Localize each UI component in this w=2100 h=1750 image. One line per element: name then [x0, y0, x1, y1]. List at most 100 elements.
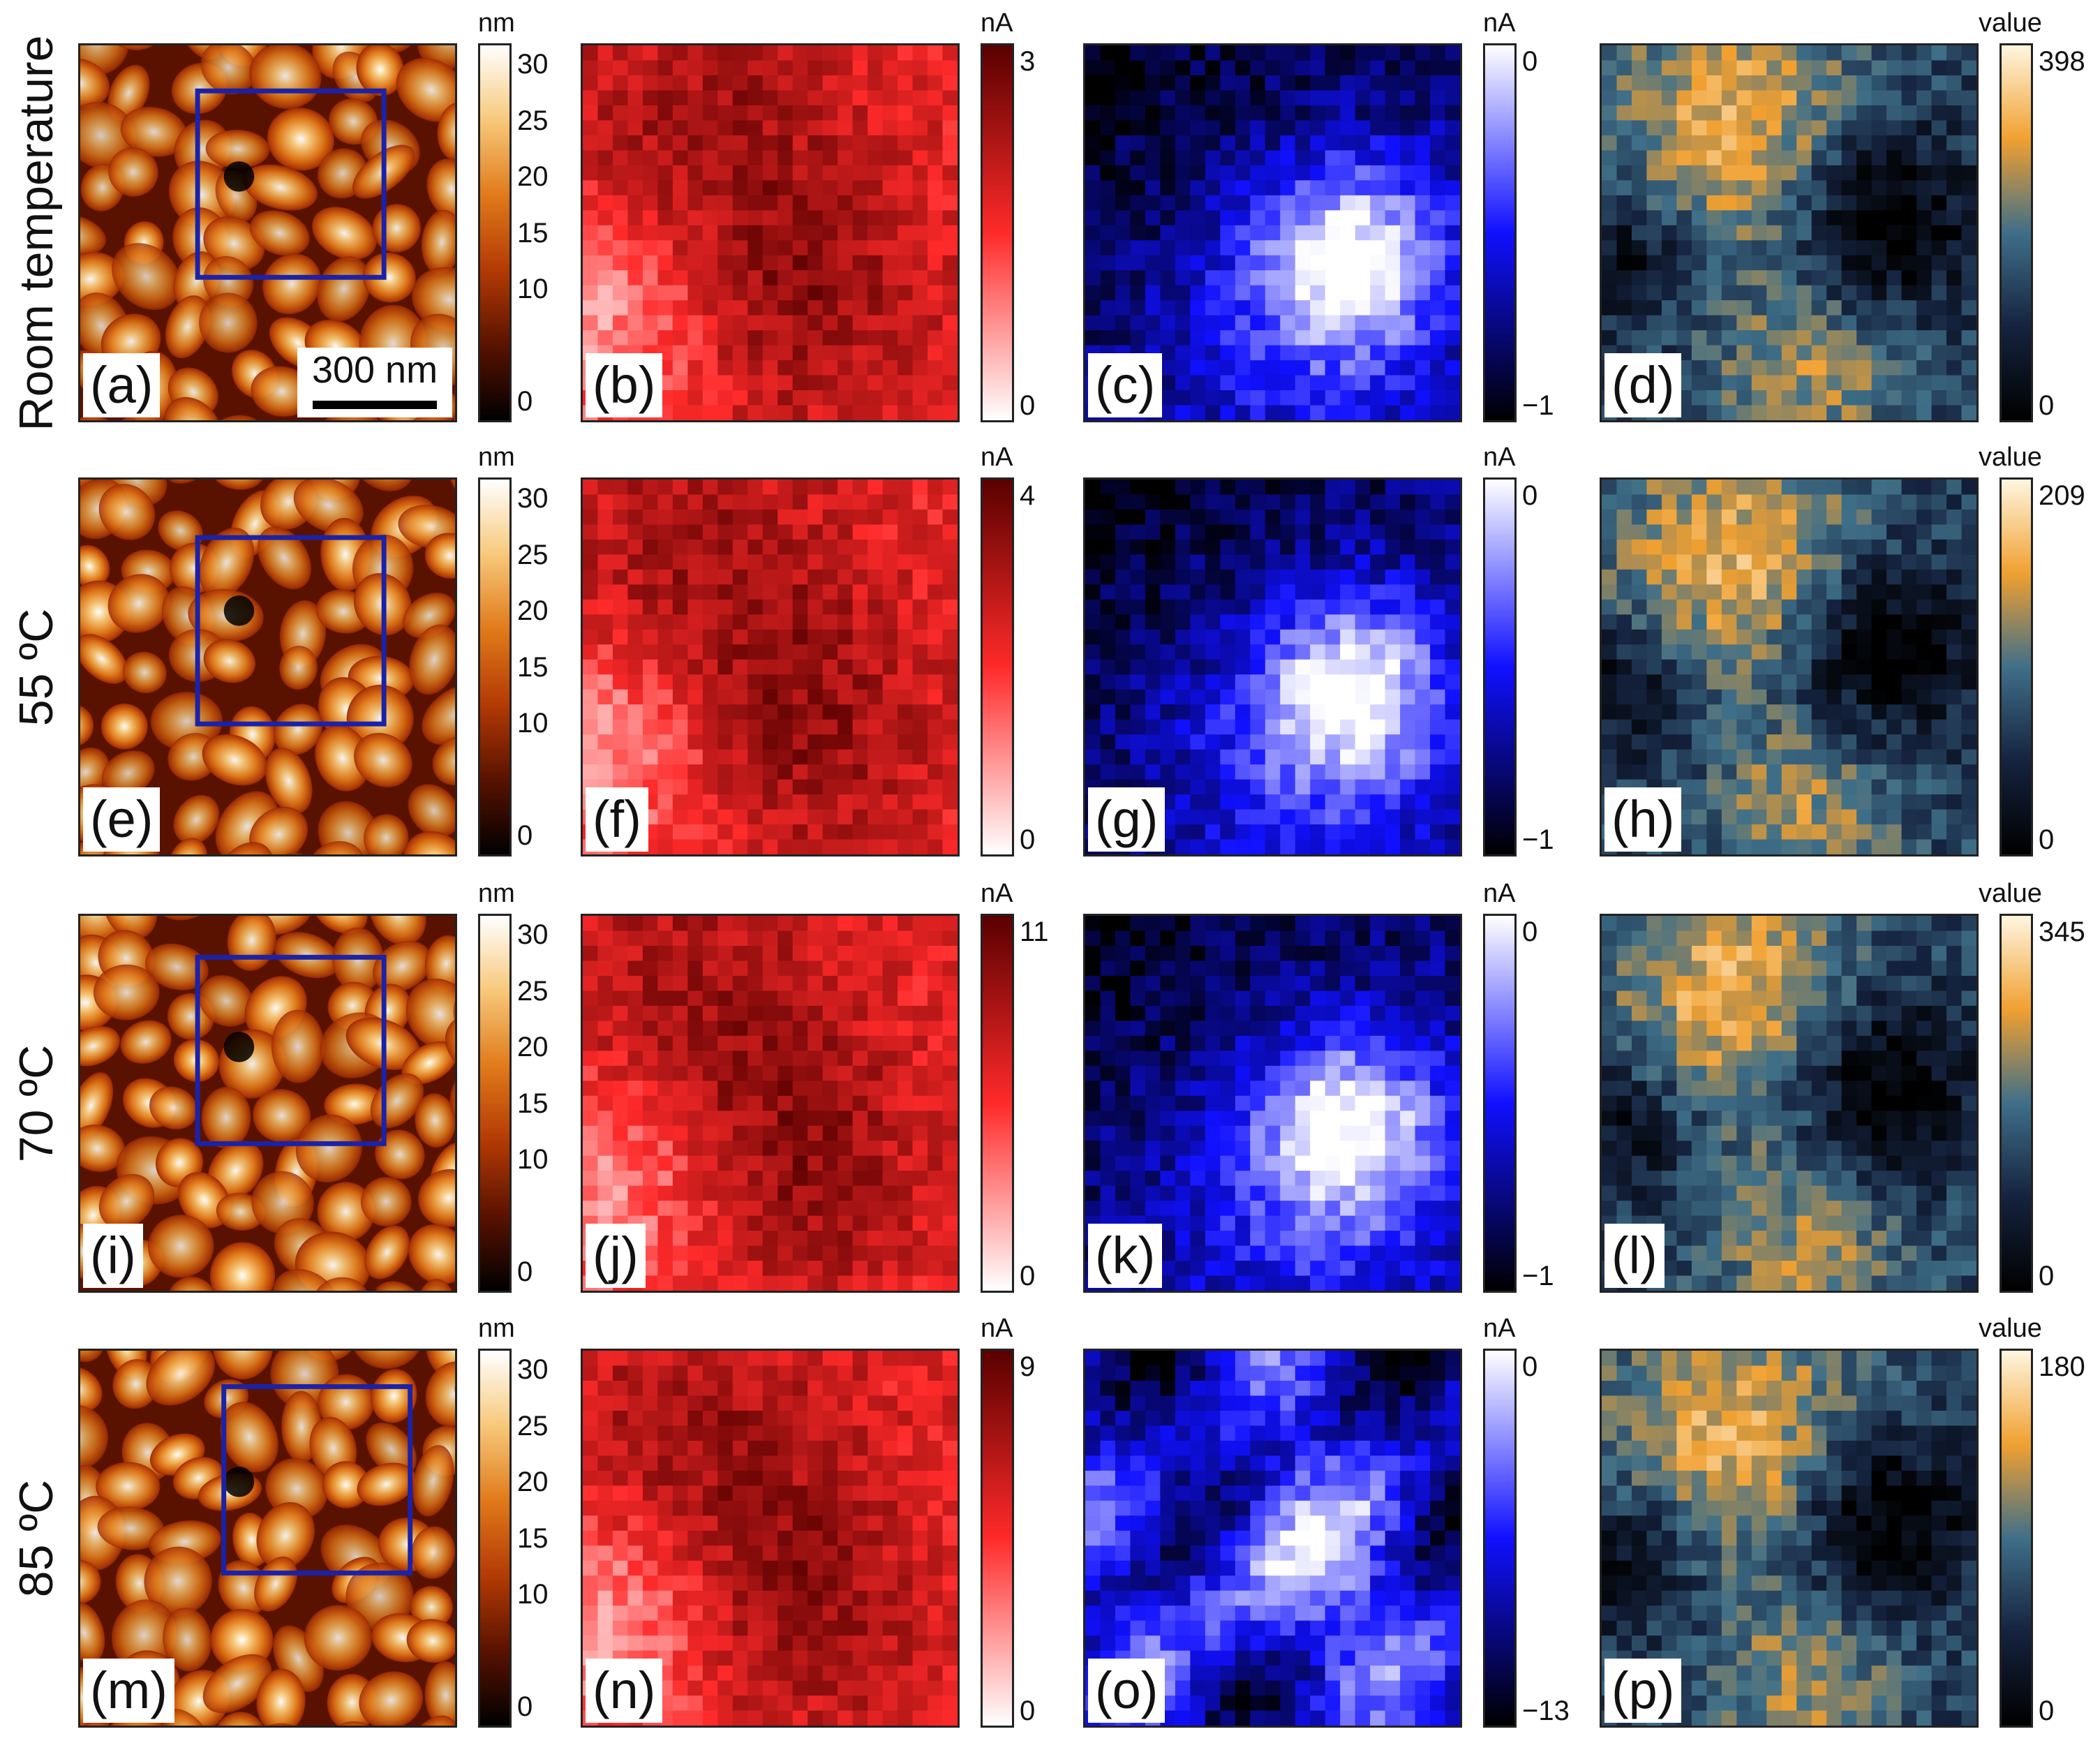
map-pixel — [1946, 285, 1963, 301]
map-pixel — [822, 599, 838, 615]
map-pixel — [1370, 794, 1386, 810]
map-pixel — [612, 704, 629, 720]
map-pixel — [657, 240, 673, 256]
map-pixel — [777, 1185, 794, 1201]
colorbar-tick: 25 — [517, 539, 549, 570]
map-pixel — [1385, 554, 1401, 570]
map-pixel — [912, 569, 928, 585]
map-pixel — [1856, 240, 1872, 256]
map-pixel — [1385, 961, 1401, 977]
colorbar-min: 0 — [2039, 824, 2055, 855]
map-pixel — [747, 285, 764, 301]
map-pixel — [1175, 719, 1191, 735]
map-pixel — [822, 689, 838, 705]
map-pixel — [1631, 210, 1648, 226]
map-pixel — [672, 839, 688, 854]
map-pixel — [1691, 375, 1707, 391]
map-pixel — [1235, 975, 1251, 991]
map-pixel — [928, 1215, 944, 1231]
map-pixel — [1841, 689, 1857, 705]
map-pixel — [777, 644, 794, 660]
map-pixel — [1220, 75, 1236, 91]
map-pixel — [597, 975, 613, 991]
map-pixel — [1265, 195, 1281, 211]
map-pixel — [807, 75, 824, 91]
map-pixel — [1430, 704, 1446, 720]
map-pixel — [1130, 945, 1146, 962]
map-pixel — [1385, 1035, 1401, 1051]
map-pixel — [1370, 659, 1386, 675]
map-pixel — [898, 1125, 914, 1141]
map-pixel — [1325, 809, 1341, 825]
map-pixel — [747, 1111, 764, 1127]
map-pixel — [732, 509, 748, 526]
map-pixel — [912, 225, 928, 241]
map-pixel — [1250, 569, 1266, 585]
map-pixel — [1781, 105, 1797, 121]
map-pixel — [1295, 90, 1311, 106]
map-pixel — [1766, 599, 1782, 615]
map-pixel — [1385, 315, 1401, 331]
map-pixel — [1721, 405, 1737, 420]
map-pixel — [1280, 405, 1296, 420]
map-pixel — [1310, 839, 1326, 854]
map-pixel — [1295, 330, 1311, 346]
map-pixel — [747, 764, 764, 780]
map-pixel — [1946, 824, 1963, 840]
map-pixel — [942, 916, 958, 932]
map-pixel — [597, 150, 613, 166]
map-pixel — [1355, 210, 1371, 226]
map-pixel — [1175, 975, 1191, 991]
map-pixel — [1130, 749, 1146, 765]
map-pixel — [1856, 330, 1872, 346]
map-pixel — [1841, 120, 1857, 136]
map-pixel — [1250, 165, 1266, 181]
map-pixel — [852, 240, 868, 256]
map-pixel — [777, 1215, 794, 1231]
map-pixel — [1796, 315, 1812, 331]
map-pixel — [1415, 60, 1431, 76]
map-pixel — [1250, 1065, 1266, 1081]
map-pixel — [627, 1141, 643, 1157]
map-pixel — [732, 180, 748, 196]
map-pixel — [822, 584, 838, 600]
map-pixel — [852, 1141, 868, 1157]
map-pixel — [1205, 1051, 1221, 1067]
map-pixel — [1415, 255, 1431, 271]
colorbar-positive_current — [981, 914, 1014, 1293]
map-pixel — [1676, 674, 1692, 690]
map-pixel — [687, 150, 703, 166]
map-pixel — [1430, 674, 1446, 690]
map-pixel — [852, 1005, 868, 1021]
map-pixel — [1616, 210, 1632, 226]
map-pixel — [912, 629, 928, 645]
map-pixel — [1205, 390, 1221, 406]
map-pixel — [1856, 629, 1872, 645]
map-pixel — [1661, 569, 1677, 585]
map-pixel — [942, 120, 958, 136]
map-pixel — [1325, 839, 1341, 854]
map-pixel — [627, 180, 643, 196]
map-pixel — [1602, 584, 1618, 600]
map-pixel — [867, 135, 884, 151]
map-pixel — [1886, 180, 1902, 196]
map-pixel — [1766, 480, 1782, 496]
map-pixel — [717, 659, 733, 675]
map-pixel — [777, 824, 794, 840]
map-pixel — [1721, 315, 1737, 331]
map-pixel — [672, 255, 688, 271]
map-pixel — [1295, 360, 1311, 376]
map-pixel — [1781, 210, 1797, 226]
map-pixel — [1661, 554, 1677, 570]
map-pixel — [882, 1141, 898, 1157]
map-pixel — [687, 1141, 703, 1157]
map-pixel — [1175, 734, 1191, 750]
map-pixel — [777, 240, 794, 256]
map-pixel — [1310, 809, 1326, 825]
map-pixel — [1280, 375, 1296, 391]
map-pixel — [1676, 764, 1692, 780]
map-pixel — [1796, 120, 1812, 136]
map-pixel — [867, 1171, 884, 1187]
map-pixel — [1736, 270, 1752, 286]
map-pixel — [1751, 764, 1767, 780]
